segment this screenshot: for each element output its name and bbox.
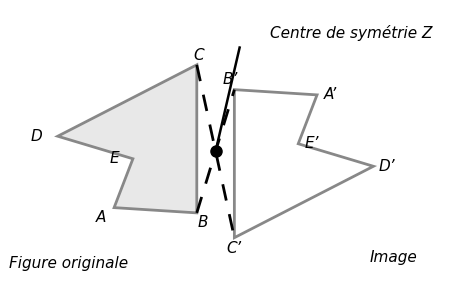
Polygon shape — [58, 65, 197, 213]
Text: Image: Image — [370, 250, 417, 266]
Text: Centre de symétrie Z: Centre de symétrie Z — [270, 24, 432, 40]
Text: D: D — [31, 129, 42, 144]
Text: C: C — [193, 47, 203, 63]
Text: C’: C’ — [227, 241, 242, 256]
Text: E: E — [110, 151, 119, 166]
Text: E’: E’ — [304, 136, 319, 151]
Text: B: B — [198, 215, 208, 230]
Text: D’: D’ — [379, 159, 395, 174]
Text: B’: B’ — [223, 72, 238, 87]
Text: A’: A’ — [324, 87, 337, 102]
Text: Figure originale: Figure originale — [9, 256, 128, 271]
Text: A: A — [95, 210, 106, 225]
